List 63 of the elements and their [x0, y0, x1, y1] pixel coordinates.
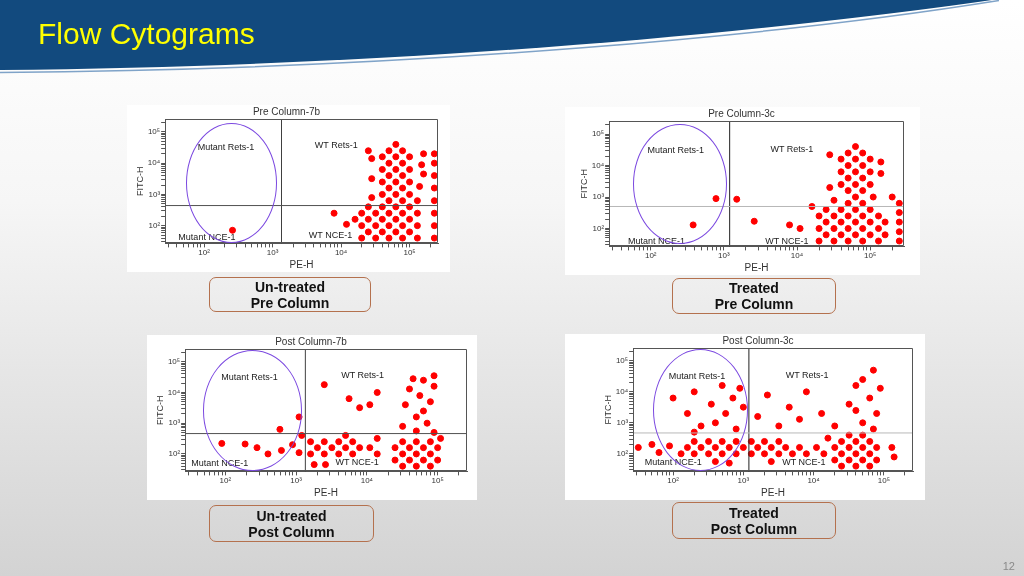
x-tick-label: 10⁵: [431, 476, 444, 486]
x-tick-label: 10⁵: [403, 248, 416, 258]
x-tick-label: 10²: [667, 476, 680, 486]
chart-title: Post Column-3c: [722, 334, 794, 346]
text: 12: [1002, 560, 1015, 573]
annotation: WT Rets-1: [314, 140, 358, 151]
annotation: Mutant Rets-1: [668, 371, 726, 382]
annotation: Mutant Rets-1: [197, 142, 255, 153]
x-tick-label: 10³: [737, 476, 750, 486]
y-axis-title: FITC-H: [154, 395, 165, 425]
annotation: WT Rets-1: [785, 369, 829, 380]
y-axis-title: FITC-H: [134, 166, 145, 196]
x-tick-label: 10⁴: [807, 476, 821, 486]
y-tick-label: 10⁵: [147, 127, 161, 137]
annotation: WT NCE-1: [308, 230, 353, 241]
y-tick-label: 10²: [592, 223, 605, 233]
annotation: WT NCE-1: [765, 235, 809, 246]
x-tick-label: 10²: [219, 476, 232, 486]
x-tick-label: 10⁵: [864, 251, 877, 261]
y-tick-label: 10³: [616, 418, 629, 428]
text: Treated Post Column: [672, 502, 836, 539]
chart-title: Pre Column-7b: [252, 105, 321, 117]
y-tick-label: 10⁵: [167, 356, 181, 366]
x-axis-title: PE-H: [314, 486, 339, 498]
x-tick-label: 10⁴: [334, 248, 348, 258]
y-tick-label: 10³: [168, 418, 181, 428]
y-tick-label: 10²: [616, 448, 629, 458]
x-tick-label: 10²: [644, 251, 657, 261]
y-tick-label: 10³: [148, 189, 161, 199]
x-tick-label: 10⁴: [360, 476, 374, 486]
chart-title: Pre Column-3c: [708, 107, 775, 119]
y-tick-label: 10⁵: [615, 356, 629, 366]
y-tick-label: 10⁵: [591, 129, 605, 139]
text: Un-treated Post Column: [209, 505, 374, 542]
x-tick-label: 10⁵: [877, 476, 890, 486]
annotation: WT NCE-1: [782, 456, 826, 467]
x-tick-label: 10⁴: [790, 251, 804, 261]
annotation: WT NCE-1: [335, 456, 379, 467]
annotation: Mutant Rets-1: [221, 372, 278, 383]
y-tick-label: 10⁴: [167, 387, 181, 397]
annotation: Mutant NCE-1: [644, 457, 702, 468]
x-axis-title: PE-H: [744, 261, 769, 273]
y-axis-title: FITC-H: [602, 394, 613, 425]
y-tick-label: 10⁴: [147, 158, 161, 168]
chart-title: Post Column-7b: [275, 335, 348, 347]
x-tick-label: 10³: [266, 248, 279, 258]
x-tick-label: 10³: [290, 476, 303, 486]
x-axis-title: PE-H: [761, 486, 786, 498]
x-axis-title: PE-H: [289, 258, 314, 270]
y-tick-label: 10⁴: [615, 387, 629, 397]
x-tick-label: 10²: [198, 248, 211, 258]
text: Treated Pre Column: [672, 278, 836, 314]
annotation: WT Rets-1: [770, 143, 814, 154]
y-tick-label: 10²: [148, 220, 161, 230]
y-axis-title: FITC-H: [578, 168, 589, 199]
text: Flow Cytograms: [38, 17, 255, 51]
annotation: WT Rets-1: [341, 370, 385, 381]
annotation: Mutant Rets-1: [647, 144, 705, 155]
y-tick-label: 10⁴: [591, 160, 605, 170]
y-tick-label: 10³: [592, 192, 605, 202]
text: Un-treated Pre Column: [209, 277, 371, 312]
y-tick-label: 10²: [168, 449, 181, 459]
x-tick-label: 10³: [718, 251, 730, 261]
